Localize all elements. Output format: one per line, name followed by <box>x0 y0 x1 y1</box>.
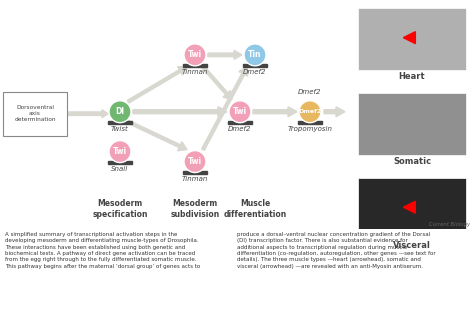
Bar <box>108 121 132 124</box>
Text: Somatic: Somatic <box>393 157 431 166</box>
Text: Twi: Twi <box>188 157 202 166</box>
Text: Current Biology: Current Biology <box>429 222 470 228</box>
Polygon shape <box>128 120 187 151</box>
Polygon shape <box>253 107 297 117</box>
Polygon shape <box>324 107 345 117</box>
Bar <box>108 161 132 164</box>
Text: Dmef2: Dmef2 <box>298 89 322 95</box>
Text: Dmef2: Dmef2 <box>228 126 252 132</box>
Text: Tinman: Tinman <box>182 69 208 75</box>
Circle shape <box>184 151 206 173</box>
Polygon shape <box>68 110 108 118</box>
Bar <box>358 93 466 155</box>
Bar <box>183 171 207 174</box>
Polygon shape <box>208 50 242 59</box>
Text: A simplified summary of transcriptional activation steps in the
developing mesod: A simplified summary of transcriptional … <box>5 232 200 269</box>
Text: Dl: Dl <box>116 107 125 116</box>
Polygon shape <box>201 67 248 150</box>
Polygon shape <box>202 66 232 100</box>
Text: Twist: Twist <box>111 126 129 132</box>
Bar <box>183 64 207 67</box>
Text: Mesoderm
specification: Mesoderm specification <box>92 199 148 219</box>
Text: Heart: Heart <box>399 72 425 81</box>
Circle shape <box>244 44 266 66</box>
Text: Dorsoventral
axis
determination: Dorsoventral axis determination <box>14 105 56 122</box>
Circle shape <box>229 101 251 123</box>
Text: Tinman: Tinman <box>182 176 208 182</box>
Bar <box>358 178 466 239</box>
Bar <box>298 121 322 124</box>
Text: Dmef2: Dmef2 <box>243 69 267 75</box>
Polygon shape <box>403 32 415 44</box>
Polygon shape <box>403 201 415 213</box>
Text: Dmef2: Dmef2 <box>298 109 322 114</box>
Text: Twi: Twi <box>113 147 127 156</box>
Text: Muscle
differentiation: Muscle differentiation <box>223 199 287 219</box>
Polygon shape <box>133 107 227 117</box>
Bar <box>243 64 267 67</box>
Circle shape <box>109 101 131 123</box>
Text: Tropomyosin: Tropomyosin <box>288 126 332 132</box>
Polygon shape <box>127 67 187 103</box>
Text: produce a dorsal–ventral nuclear concentration gradient of the Dorsal
(Dl) trans: produce a dorsal–ventral nuclear concent… <box>237 232 436 269</box>
Circle shape <box>299 101 321 123</box>
Bar <box>358 8 466 70</box>
Text: Visceral: Visceral <box>393 241 431 250</box>
Circle shape <box>184 44 206 66</box>
Text: Tin: Tin <box>248 50 262 59</box>
Text: Mesoderm
subdivision: Mesoderm subdivision <box>170 199 219 219</box>
Text: Twi: Twi <box>233 107 247 116</box>
Bar <box>228 121 252 124</box>
Text: Twi: Twi <box>188 50 202 59</box>
Text: Snail: Snail <box>111 166 128 172</box>
FancyBboxPatch shape <box>3 92 67 136</box>
Circle shape <box>109 141 131 162</box>
